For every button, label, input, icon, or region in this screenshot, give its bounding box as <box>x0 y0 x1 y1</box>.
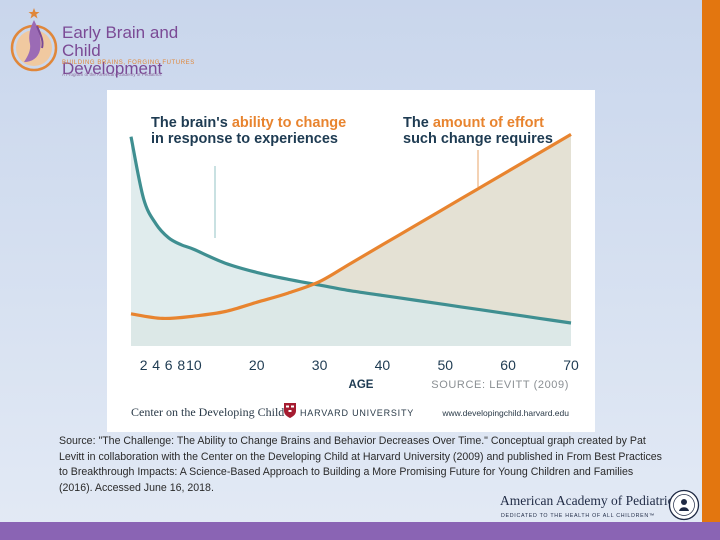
x-tick-label: 8 <box>177 357 185 373</box>
ability-title-line1: The brain's ability to change <box>151 115 346 131</box>
x-tick-label: 20 <box>249 357 265 373</box>
chart-panel: The brain's ability to change in respons… <box>107 90 595 432</box>
harvard-shield-icon <box>284 403 296 418</box>
x-tick-label: 6 <box>165 357 173 373</box>
x-tick-label: 10 <box>186 357 202 373</box>
logo-title: Early Brain and Child Development <box>62 24 204 78</box>
ebcd-head-icon <box>10 8 58 72</box>
x-tick-label: 40 <box>375 357 391 373</box>
x-tick-label: 60 <box>500 357 516 373</box>
center-url: www.developingchild.harvard.edu <box>441 408 569 418</box>
aap-name: American Academy of Pediatrics <box>500 493 679 508</box>
effort-title-line2: such change requires <box>403 131 553 147</box>
right-accent-bar <box>702 0 720 522</box>
x-tick-label: 2 <box>140 357 148 373</box>
ability-area-fill <box>131 136 571 346</box>
ability-title-line2: in response to experiences <box>151 131 338 147</box>
logo-title-line2: Child Development <box>62 41 163 78</box>
logo-subtitle: BUILDING BRAINS, FORGING FUTURES <box>62 60 195 66</box>
chart-source-note: SOURCE: LEVITT (2009) <box>431 379 569 391</box>
x-tick-label: 50 <box>438 357 454 373</box>
ebcd-logo: Early Brain and Child Development BUILDI… <box>4 4 204 82</box>
bottom-accent-bar <box>0 522 720 540</box>
effort-series-line <box>130 133 572 321</box>
x-tick-label: 4 <box>152 357 160 373</box>
logo-program-note: A Program of the American Academy of Ped… <box>62 72 162 77</box>
effort-title-line1: The amount of effort <box>403 115 544 131</box>
x-tick-label: 70 <box>563 357 579 373</box>
source-caption: Source: "The Challenge: The Ability to C… <box>59 435 662 494</box>
x-tick-label: 30 <box>312 357 328 373</box>
effort-area-fill <box>131 134 571 346</box>
aap-logo: American Academy of Pediatrics DEDICATED… <box>500 489 705 523</box>
aap-seal-icon <box>668 489 700 521</box>
logo-title-line1: Early Brain and <box>62 23 179 42</box>
harvard-university: HARVARD UNIVERSITY <box>300 408 414 418</box>
center-name: Center on the Developing Child <box>131 405 284 419</box>
x-axis-label: AGE <box>349 379 374 391</box>
ability-series-line <box>129 136 572 325</box>
aap-tagline: DEDICATED TO THE HEALTH OF ALL CHILDREN™ <box>501 513 655 519</box>
brain-effort-chart: The brain's ability to change in respons… <box>129 115 579 419</box>
